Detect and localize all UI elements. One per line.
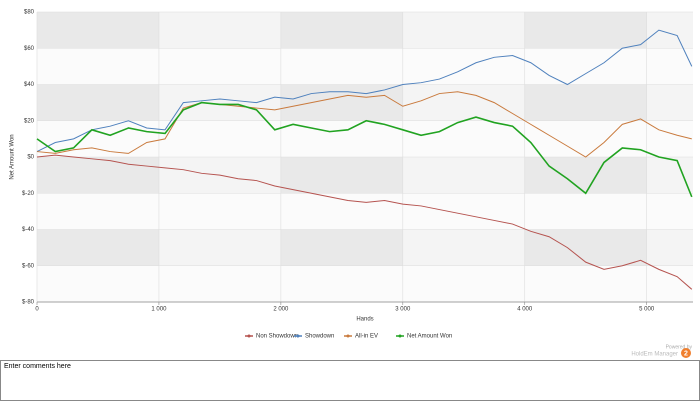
x-tick-label: 2 000: [273, 307, 289, 313]
plot-band: [37, 265, 159, 302]
legend-label: Showdown: [305, 334, 334, 340]
x-tick-label: 1 000: [151, 307, 167, 313]
plot-band: [524, 84, 647, 121]
plot-band: [402, 84, 525, 121]
legend-marker-dot: [247, 334, 251, 338]
y-axis-title: Net Amount Won: [10, 134, 16, 179]
y-tick-label: $-20: [22, 191, 35, 197]
plot-band: [646, 84, 693, 121]
plot-band: [37, 193, 159, 230]
plot-band: [402, 229, 525, 266]
series-line: [36, 91, 692, 158]
plot-band: [524, 12, 647, 49]
x-axis-title: Hands: [356, 317, 373, 323]
series-line: [36, 154, 693, 290]
plot-band: [524, 265, 647, 302]
plot-band: [280, 265, 403, 302]
x-tick-label: 0: [35, 307, 39, 313]
plot-band: [402, 157, 525, 194]
plot-band: [37, 84, 159, 121]
plot-band: [280, 229, 403, 266]
y-tick-label: $-40: [22, 227, 35, 233]
series-line: [36, 101, 693, 198]
plot-band: [646, 12, 693, 49]
y-tick-label: $60: [24, 46, 35, 52]
y-tick-label: $40: [24, 82, 35, 88]
badge-icon: [681, 348, 691, 358]
x-tick-label: 4 000: [517, 307, 533, 313]
plot-band: [280, 193, 403, 230]
plot-band: [280, 12, 403, 49]
plot-band: [158, 120, 281, 157]
plot-band: [402, 48, 525, 85]
plot-band: [524, 193, 647, 230]
chart: Hands Net Amount Won Powered by HoldEm M…: [10, 10, 693, 358]
powered-by: Powered by: [666, 344, 693, 350]
plot-band: [37, 229, 159, 266]
plot-band: [646, 157, 693, 194]
plot-band: [158, 265, 281, 302]
plot-band: [280, 157, 403, 194]
badge-text: 2: [684, 350, 688, 357]
legend-marker-dot: [296, 334, 300, 338]
plot-band: [524, 120, 647, 157]
comments-box[interactable]: Enter comments here: [0, 360, 700, 401]
plot-band: [402, 12, 525, 49]
y-tick-label: $20: [24, 118, 35, 124]
plot-band: [158, 12, 281, 49]
legend-label: Non Showdown: [256, 334, 298, 340]
x-tick-label: 3 000: [395, 307, 411, 313]
plot-band: [158, 48, 281, 85]
plot-band: [402, 265, 525, 302]
plot-band: [402, 193, 525, 230]
legend-marker-dot: [346, 334, 350, 338]
plot-band: [646, 193, 693, 230]
product-name: HoldEm Manager: [631, 352, 678, 358]
plot-band: [158, 229, 281, 266]
plot-band: [524, 48, 647, 85]
x-tick-label: 5 000: [639, 307, 655, 313]
y-tick-label: $80: [24, 10, 35, 16]
plot-band: [280, 48, 403, 85]
plot-band: [646, 229, 693, 266]
y-tick-label: $0: [27, 155, 34, 161]
legend-label: Net Amount Won: [407, 334, 452, 340]
plot-band: [646, 48, 693, 85]
plot-band: [402, 120, 525, 157]
plot-band: [158, 84, 281, 121]
series-line: [36, 29, 693, 153]
legend-marker-dot: [398, 334, 402, 338]
legend-label: All-in EV: [355, 334, 378, 340]
plot-band: [37, 12, 159, 49]
plot-band: [37, 48, 159, 85]
plot-band: [158, 193, 281, 230]
y-tick-label: $-80: [22, 300, 35, 306]
plot-band: [524, 157, 647, 194]
plot-band: [37, 157, 159, 194]
y-tick-label: $-60: [22, 263, 35, 269]
